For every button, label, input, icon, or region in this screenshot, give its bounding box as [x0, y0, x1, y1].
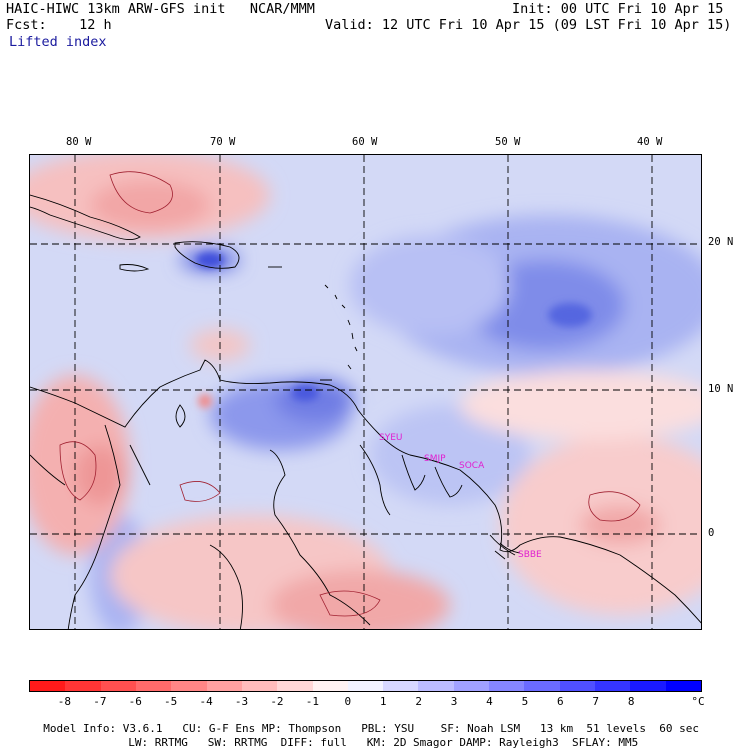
colorbar-swatch	[206, 681, 242, 691]
colorbar-tick-label: 1	[379, 695, 387, 708]
lon-label-70w: 70 W	[210, 136, 236, 148]
colorbar-swatch	[418, 681, 454, 691]
contours	[59, 171, 641, 617]
colorbar-tick-label: -5	[164, 695, 178, 708]
field-name: Lifted index	[9, 34, 107, 50]
station-syeu: SYEU	[379, 433, 402, 443]
colorbar-tick-label: 8	[627, 695, 635, 708]
station-sbbe: SBBE	[518, 550, 542, 560]
colorbar-swatch	[453, 681, 490, 691]
footer-levels: 51 levels	[586, 722, 647, 735]
colorbar-swatch	[277, 681, 313, 691]
colorbar-tick-label: -1	[305, 695, 319, 708]
colorbar	[29, 680, 702, 692]
colorbar-swatch	[489, 681, 525, 691]
footer-diff: DIFF: full	[280, 736, 347, 749]
colorbar-tick-label: -2	[270, 695, 284, 708]
colorbar-tick-label: -6	[128, 695, 142, 708]
lon-label-60w: 60 W	[352, 136, 378, 148]
colorbar-tick-label: 6	[557, 695, 564, 708]
colorbar-swatch	[559, 681, 595, 691]
colorbar-swatch	[312, 681, 348, 691]
footer-line2: LW: RRTMG SW: RRTMG DIFF: full KM: 2D Sm…	[115, 726, 638, 748]
footer-lw: LW: RRTMG	[128, 736, 188, 749]
field-shading	[30, 155, 701, 629]
colorbar-tick-label: -4	[199, 695, 213, 708]
colorbar-swatch	[135, 681, 172, 691]
colorbar-swatch	[524, 681, 560, 691]
colorbar-swatch	[383, 681, 419, 691]
colorbar-swatch	[30, 681, 66, 691]
colorbar-tick-label: °C	[691, 695, 705, 708]
colorbar-swatch	[241, 681, 278, 691]
colorbar-swatch	[347, 681, 384, 691]
lon-label-80w: 80 W	[66, 136, 92, 148]
lifted-index-map: SYEU SMJP SOCA SBBE	[29, 154, 702, 630]
station-smjp: SMJP	[424, 454, 446, 464]
colorbar-tick-label: -8	[57, 695, 72, 708]
init-time: Init: 00 UTC Fri 10 Apr 15	[512, 1, 724, 17]
footer-cu: CU: G-F Ens	[182, 722, 256, 735]
footer-sflay: SFLAY: MM5	[572, 736, 639, 749]
colorbar-swatch	[171, 681, 207, 691]
valid-time: Valid: 12 UTC Fri 10 Apr 15 (09 LST Fri …	[325, 17, 732, 33]
lon-label-50w: 50 W	[495, 136, 521, 148]
colorbar-tick-label: 3	[450, 695, 458, 708]
station-labels: SYEU SMJP SOCA SBBE	[379, 433, 542, 560]
lon-label-40w: 40 W	[637, 136, 663, 148]
colorbar-swatch	[665, 681, 701, 691]
lat-label-0: 0	[708, 527, 715, 539]
footer-dt: 60 sec	[659, 722, 700, 735]
footer-sf: SF: Noah LSM	[440, 722, 521, 735]
coastlines	[30, 194, 701, 629]
lat-label-10n: 10 N	[708, 383, 734, 395]
lat-label-20n: 20 N	[708, 236, 734, 248]
map-svg: SYEU SMJP SOCA SBBE	[30, 155, 701, 629]
colorbar-tick-label: 2	[415, 695, 422, 708]
footer-mp: MP: Thompson	[261, 722, 342, 735]
colorbar-tick-label: -3	[234, 695, 249, 708]
graticule	[30, 155, 701, 629]
colorbar-tick-label: 5	[521, 695, 529, 708]
colorbar-swatch	[100, 681, 136, 691]
colorbar-tick-label: 4	[486, 695, 493, 708]
model-title: HAIC-HIWC 13km ARW-GFS init NCAR/MMM	[6, 1, 315, 17]
station-soca: SOCA	[459, 461, 485, 471]
field-detail	[196, 252, 592, 408]
colorbar-tick-label: -7	[93, 695, 107, 708]
footer-res: 13 km	[540, 722, 574, 735]
footer-sw: SW: RRTMG	[207, 736, 268, 749]
colorbar-swatch	[630, 681, 666, 691]
footer-model-info: Model Info: V3.6.1	[43, 722, 163, 735]
footer-damp: DAMP: Rayleigh3	[459, 736, 559, 749]
colorbar-tick-label: 0	[344, 695, 352, 708]
colorbar-swatch	[65, 681, 101, 691]
footer-line1: Model Info: V3.6.1 CU: G-F Ens MP: Thomp…	[30, 712, 699, 734]
colorbar-tick-label: 7	[592, 695, 600, 708]
footer-pbl: PBL: YSU	[361, 722, 415, 735]
colorbar-swatch	[595, 681, 631, 691]
footer-km: KM: 2D Smagor	[366, 736, 453, 749]
forecast-hour: Fcst: 12 h	[6, 17, 112, 33]
